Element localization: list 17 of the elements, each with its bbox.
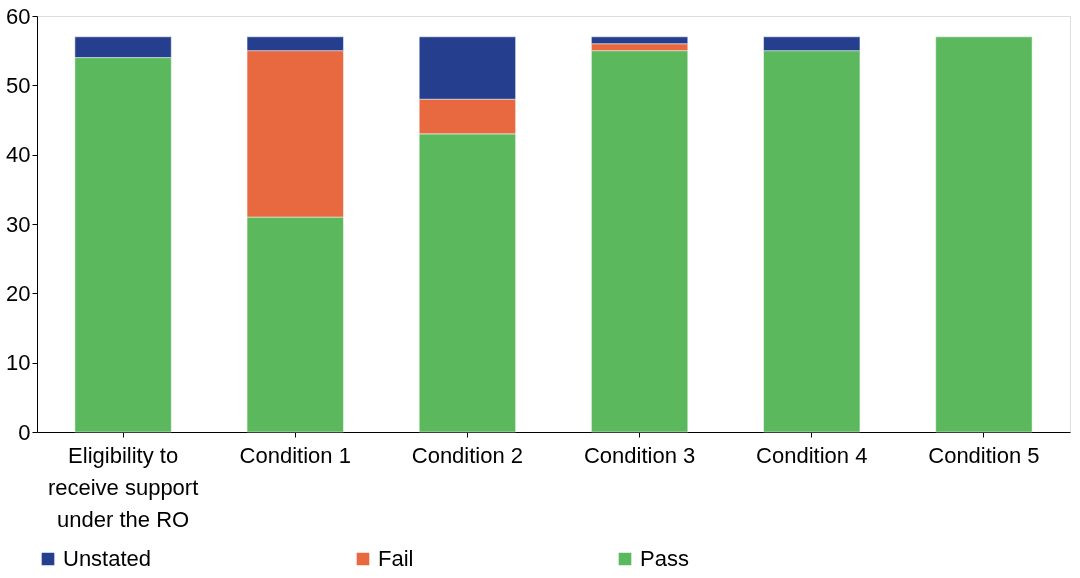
x-tick-label: Condition 4 [756, 442, 868, 468]
legend-label: Unstated [63, 546, 152, 571]
x-tick-label: Condition 2 [411, 442, 524, 468]
x-tick-label: Condition 1 [239, 442, 351, 468]
legend-label: Pass [640, 546, 689, 571]
y-tick-label: 50 [6, 72, 31, 98]
y-tick-label: 40 [6, 142, 31, 168]
legend-label: Fail [378, 546, 414, 571]
y-tick-label: 0 [18, 419, 31, 445]
x-tick-label: Condition 3 [583, 442, 696, 468]
y-tick-label: 10 [6, 350, 31, 376]
y-tick-label: 30 [6, 211, 31, 237]
x-tick-label: Condition 5 [928, 442, 1040, 468]
y-tick-label: 20 [6, 280, 31, 306]
bar [935, 36, 1033, 433]
y-tick-label: 60 [6, 3, 31, 29]
x-tick-label: Eligibility to receive support under the RO [47, 442, 199, 532]
